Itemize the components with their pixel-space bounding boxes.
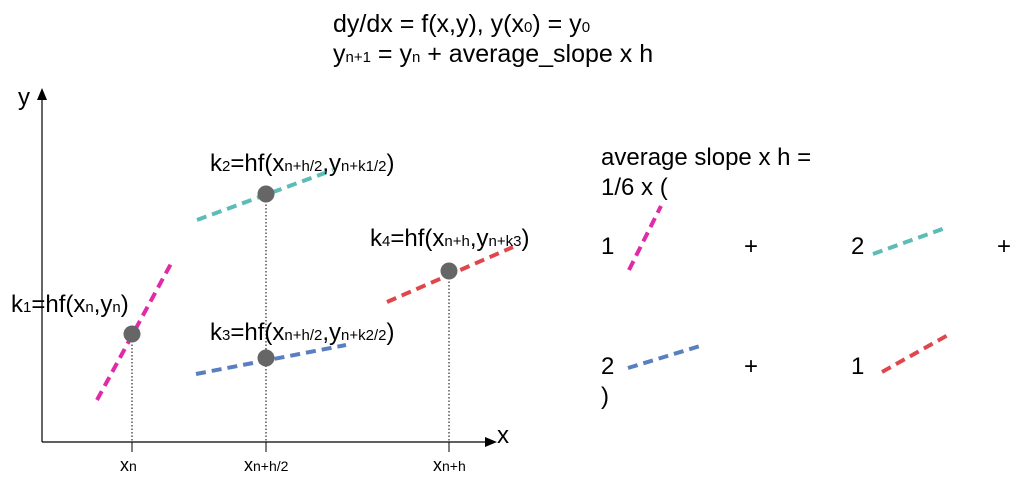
x-axis-label: x — [497, 422, 509, 449]
y-axis-label: y — [18, 84, 30, 111]
point-k2 — [257, 185, 275, 203]
tick-label-xn-half: xn+h/2 — [244, 455, 289, 475]
legend-seg-k3 — [627, 344, 701, 370]
legend-seg-k2 — [872, 225, 949, 256]
weight-k3: 2 — [601, 353, 615, 380]
weight-k2: 2 — [851, 233, 865, 260]
tick-label-xn-h: xn+h — [433, 455, 466, 475]
y-axis-arrow — [37, 88, 47, 100]
rk4-update-equation: yn+1 = yn + average_slope x h — [333, 40, 654, 68]
close-paren: ) — [601, 383, 609, 410]
slope-k1 — [95, 259, 175, 401]
point-k1 — [123, 325, 141, 343]
weight-k1: 1 — [601, 233, 615, 260]
label-k1: k1=hf(xn,yn) — [11, 291, 129, 318]
plus-3: + — [744, 353, 759, 380]
point-k4 — [440, 262, 458, 280]
point-k3 — [257, 349, 275, 367]
plus-2: + — [997, 233, 1012, 260]
legend-seg-k4 — [881, 333, 949, 374]
x-axis-arrow — [485, 437, 497, 447]
average-line-1: average slope x h = — [601, 144, 812, 171]
weight-k4: 1 — [851, 353, 865, 380]
average-line-2: 1/6 x ( — [601, 174, 668, 201]
label-k2: k2=hf(xn+h/2,yn+k1/2) — [210, 150, 395, 177]
tick-label-xn: xn — [120, 455, 137, 475]
legend-seg-k1 — [627, 205, 663, 271]
label-k4: k4=hf(xn+h,yn+k3) — [370, 225, 530, 252]
slope-k3 — [195, 343, 347, 376]
label-k3: k3=hf(xn+h/2,yn+k2/2) — [210, 319, 395, 346]
ode-equation: dy/dx = f(x,y), y(x0) = y0 — [333, 10, 591, 38]
plus-1: + — [744, 233, 759, 260]
